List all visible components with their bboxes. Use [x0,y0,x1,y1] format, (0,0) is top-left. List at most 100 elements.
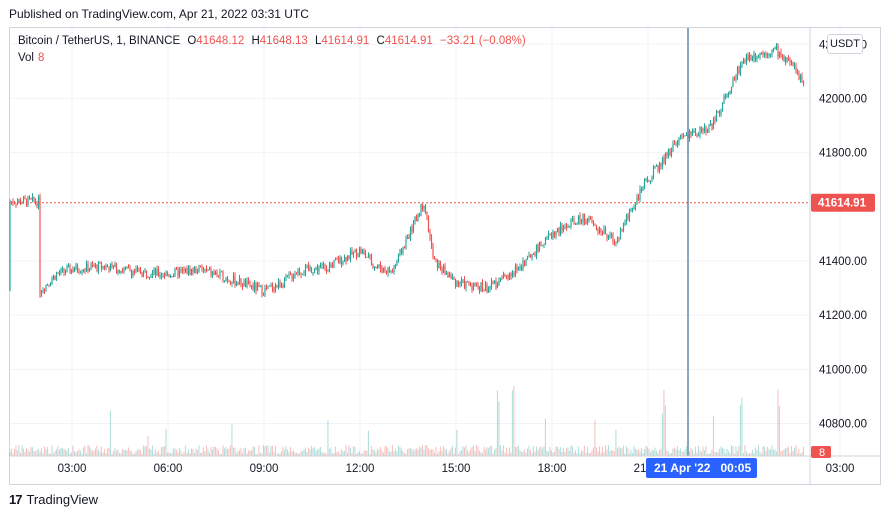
volume-bar [312,448,314,456]
candle-body [190,268,193,275]
candle-body [762,52,764,55]
candle-body [490,281,493,288]
volume-bar [616,448,618,456]
volume-bar [378,450,380,456]
candle-body [87,263,89,272]
volume-bar [25,447,27,456]
volume-bar [792,450,794,456]
volume-bar [397,445,399,456]
candle-body [285,275,287,281]
currency-button[interactable]: USDT [827,34,863,54]
volume-bar [772,449,774,456]
candle-body [273,289,275,291]
volume-bar [411,448,413,456]
volume-bar [256,453,258,456]
candle-body [736,67,739,77]
volume-bar [450,448,452,456]
candle-body [537,244,539,252]
candle-body [304,265,307,274]
open-value: 41648.12 [196,35,245,47]
candle-body [201,266,203,269]
candle-body [591,219,593,223]
candle-body [93,265,95,267]
candle-body [727,94,730,96]
volume-bar [742,453,744,456]
volume-bar [691,449,693,456]
volume-bar [558,449,560,456]
volume-bar [190,448,192,456]
candle-body [396,260,398,265]
candle-body [493,280,496,283]
candle-body [154,269,157,276]
candle-body [717,111,719,113]
candle-body [417,215,419,221]
volume-bar [535,446,537,456]
volume-bar [474,451,476,456]
volume-bar [84,445,86,456]
volume-bar [90,448,92,456]
candle-body [480,282,482,292]
candle-body [745,55,748,62]
volume-bar [639,451,641,456]
candle-body [115,263,118,274]
volume-bar [801,452,803,456]
volume-bar [657,452,659,456]
candle-body [129,267,131,272]
candle-body [378,264,380,267]
volume-bar [145,446,147,456]
candle-body [162,275,164,277]
volume-bar [568,450,570,456]
volume-bar [319,447,321,456]
candle-body [342,261,344,265]
candle-body [207,269,209,271]
volume-bar [436,453,438,456]
volume-bar [372,449,374,456]
volume-bar [570,445,572,456]
candle-body [43,290,46,292]
volume-bar [157,450,159,456]
volume-bar [151,445,153,456]
candle-body [459,283,461,285]
volume-bar [228,448,230,456]
volume-bar [241,453,243,456]
volume-bar [58,449,60,456]
volume-bar [150,449,152,456]
candle-body [678,137,680,143]
candle-body [655,165,658,167]
volume-bar [430,449,432,456]
candle-body [588,217,590,221]
volume-bar [733,453,735,456]
candle-body [543,244,545,246]
candle-body [714,119,716,121]
candle-body [109,263,112,272]
volume-bar [601,446,603,456]
candle-body [99,262,101,264]
candle-body [232,275,235,284]
volume-bar [712,416,714,456]
candle-body [48,284,50,286]
volume-bar [718,448,720,456]
volume-bar [520,451,522,456]
volume-bar [589,452,591,456]
candle-body [151,272,154,276]
candle-body [331,264,334,268]
candle-body [108,267,110,272]
candle-body [258,284,260,287]
candle-body [612,234,614,243]
candle-body [195,267,197,273]
volume-bar [13,448,15,456]
volume-bar [399,446,401,456]
candle-body [105,265,107,269]
candle-body [478,287,481,292]
volume-bar [355,453,357,456]
candle-body [789,59,791,63]
volume-bar [216,448,218,456]
footer-brand[interactable]: 17 TradingView [9,492,98,507]
candle-body [325,268,328,272]
candle-body [174,268,176,276]
volume-bar [660,448,662,456]
volume-bar [754,447,756,456]
volume-bar [198,445,200,456]
close-label: C [376,35,385,47]
